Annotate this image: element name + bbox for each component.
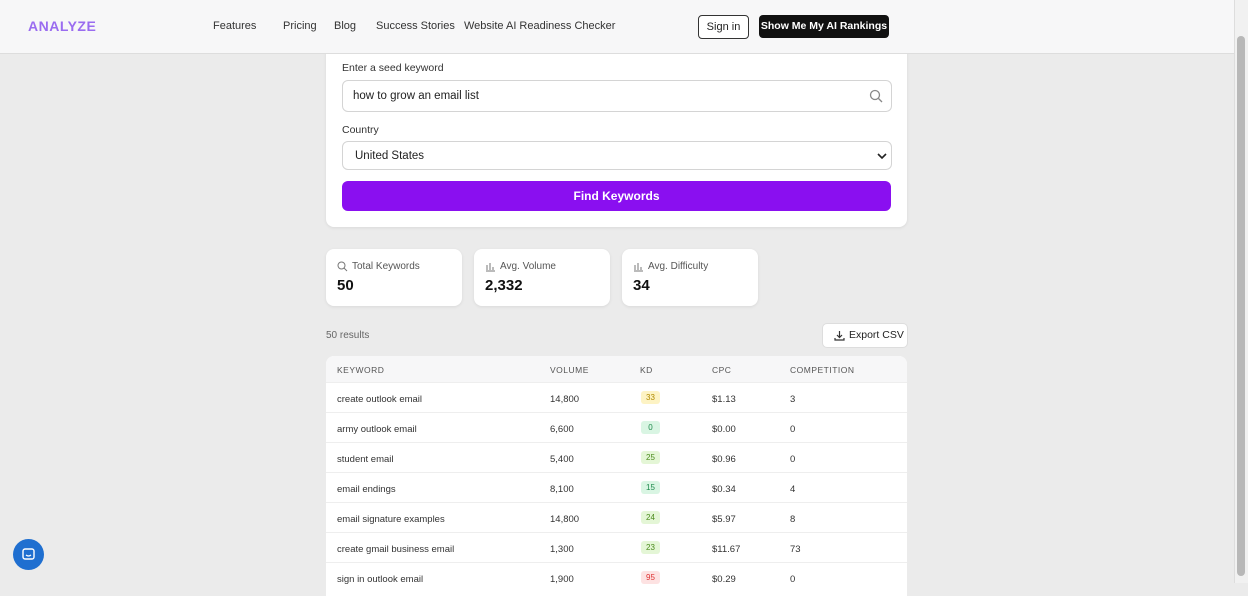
kd-badge: 23 — [641, 541, 660, 554]
stat-value: 2,332 — [485, 277, 523, 294]
table-row[interactable]: army outlook email 6,600 0 $0.00 0 — [326, 412, 907, 443]
column-header[interactable]: VOLUME — [550, 365, 589, 375]
table-header — [326, 356, 907, 382]
nav-link[interactable]: Success Stories — [376, 20, 455, 32]
table-cell: email signature examples — [337, 514, 445, 525]
table-cell: army outlook email — [337, 424, 417, 435]
table-row[interactable]: email signature examples 14,800 24 $5.97 8 — [326, 502, 907, 533]
table-cell: 5,400 — [550, 454, 574, 465]
stat-card: Avg. Difficulty 34 — [622, 249, 758, 306]
nav-link[interactable]: Pricing — [283, 20, 317, 32]
search-icon — [869, 89, 883, 103]
stat-label: Avg. Difficulty — [648, 261, 709, 272]
table-cell: 14,800 — [550, 514, 580, 525]
results-count: 50 results — [326, 330, 370, 341]
table-cell: 3 — [790, 394, 796, 405]
table-cell: 0 — [790, 454, 796, 465]
stat-card: Total Keywords 50 — [326, 249, 462, 306]
table-cell: 4 — [790, 484, 796, 495]
table-cell: 0 — [790, 424, 796, 435]
kd-badge: 33 — [641, 391, 660, 404]
export-button[interactable]: Export CSV — [822, 323, 908, 348]
table-cell: $1.13 — [712, 394, 736, 405]
table-row[interactable]: email endings 8,100 15 $0.34 4 — [326, 472, 907, 503]
sign-in-button[interactable]: Sign in — [698, 15, 749, 39]
export-label: Export CSV — [849, 329, 904, 341]
stat-value: 34 — [633, 277, 650, 294]
table-cell: $11.67 — [712, 544, 741, 555]
nav-link[interactable]: Website AI Readiness Checker — [464, 20, 616, 32]
table-cell: $0.96 — [712, 454, 736, 465]
table-row[interactable]: sign in outlook email 1,900 95 $0.29 0 — [326, 562, 907, 593]
table-row[interactable]: student email 5,400 25 $0.96 0 — [326, 442, 907, 473]
table-cell: create outlook email — [337, 394, 423, 405]
column-header[interactable]: COMPETITION — [790, 365, 855, 375]
keyword-input[interactable]: how to grow an email list — [342, 80, 892, 112]
kd-badge: 25 — [641, 451, 660, 464]
table-row[interactable]: create gmail business email 1,300 23 $11.67… — [326, 532, 907, 563]
cta-button[interactable]: Show Me My AI Rankings — [759, 15, 889, 38]
stat-icon — [337, 261, 348, 272]
table-row[interactable]: create outlook email 14,800 33 $1.13 3 — [326, 382, 907, 413]
kd-badge: 95 — [641, 571, 660, 584]
stat-card: Avg. Volume 2,332 — [474, 249, 610, 306]
column-header[interactable]: CPC — [712, 365, 732, 375]
stat-value: 50 — [337, 277, 354, 294]
table-cell: $5.97 — [712, 514, 736, 525]
table-cell: 0 — [790, 574, 796, 585]
chevron-icon — [877, 153, 887, 160]
table-cell: $0.34 — [712, 484, 736, 495]
stat-icon — [634, 263, 643, 272]
kd-badge: 0 — [641, 421, 660, 434]
table-cell: 1,900 — [550, 574, 574, 585]
table-cell: 1,300 — [550, 544, 574, 555]
logo[interactable]: ANALYZE — [28, 18, 97, 34]
country-value: United States — [355, 150, 425, 162]
table-cell: 8 — [790, 514, 796, 525]
stat-icon — [486, 263, 495, 272]
keyword-table: KEYWORD VOLUME KD CPC COMPETITION create outl… — [326, 356, 907, 596]
scroll-thumb[interactable] — [1237, 36, 1245, 576]
table-cell: 6,600 — [550, 424, 574, 435]
table-cell: 8,100 — [550, 484, 574, 495]
table-cell: student email — [337, 454, 394, 465]
table-cell: $0.00 — [712, 424, 736, 435]
stat-label: Total Keywords — [352, 261, 420, 272]
keyword-value: how to grow an email list — [353, 90, 479, 102]
column-header[interactable]: KEYWORD — [337, 365, 385, 375]
chat-icon — [22, 548, 35, 560]
nav-bar: ANALYZE Sign in Show Me My AI Rankings F… — [0, 0, 1234, 54]
kd-badge: 24 — [641, 511, 660, 524]
stat-label: Avg. Volume — [500, 261, 556, 272]
find-keywords-button[interactable]: Find Keywords — [342, 181, 891, 211]
table-cell: sign in outlook email — [337, 574, 424, 585]
country-label: Country — [342, 124, 379, 136]
table-cell: email endings — [337, 484, 396, 495]
nav-link[interactable]: Features — [213, 20, 257, 32]
table-cell: 73 — [790, 544, 801, 555]
column-header[interactable]: KD — [640, 365, 653, 375]
chat-widget[interactable] — [13, 539, 44, 570]
table-cell: 14,800 — [550, 394, 580, 405]
download-icon — [834, 331, 845, 341]
nav-link[interactable]: Blog — [334, 20, 357, 32]
kd-badge: 15 — [641, 481, 660, 494]
country-select[interactable]: United States — [342, 141, 892, 170]
keyword-label: Enter a seed keyword — [342, 62, 444, 74]
table-cell: create gmail business email — [337, 544, 455, 555]
table-cell: $0.29 — [712, 574, 736, 585]
